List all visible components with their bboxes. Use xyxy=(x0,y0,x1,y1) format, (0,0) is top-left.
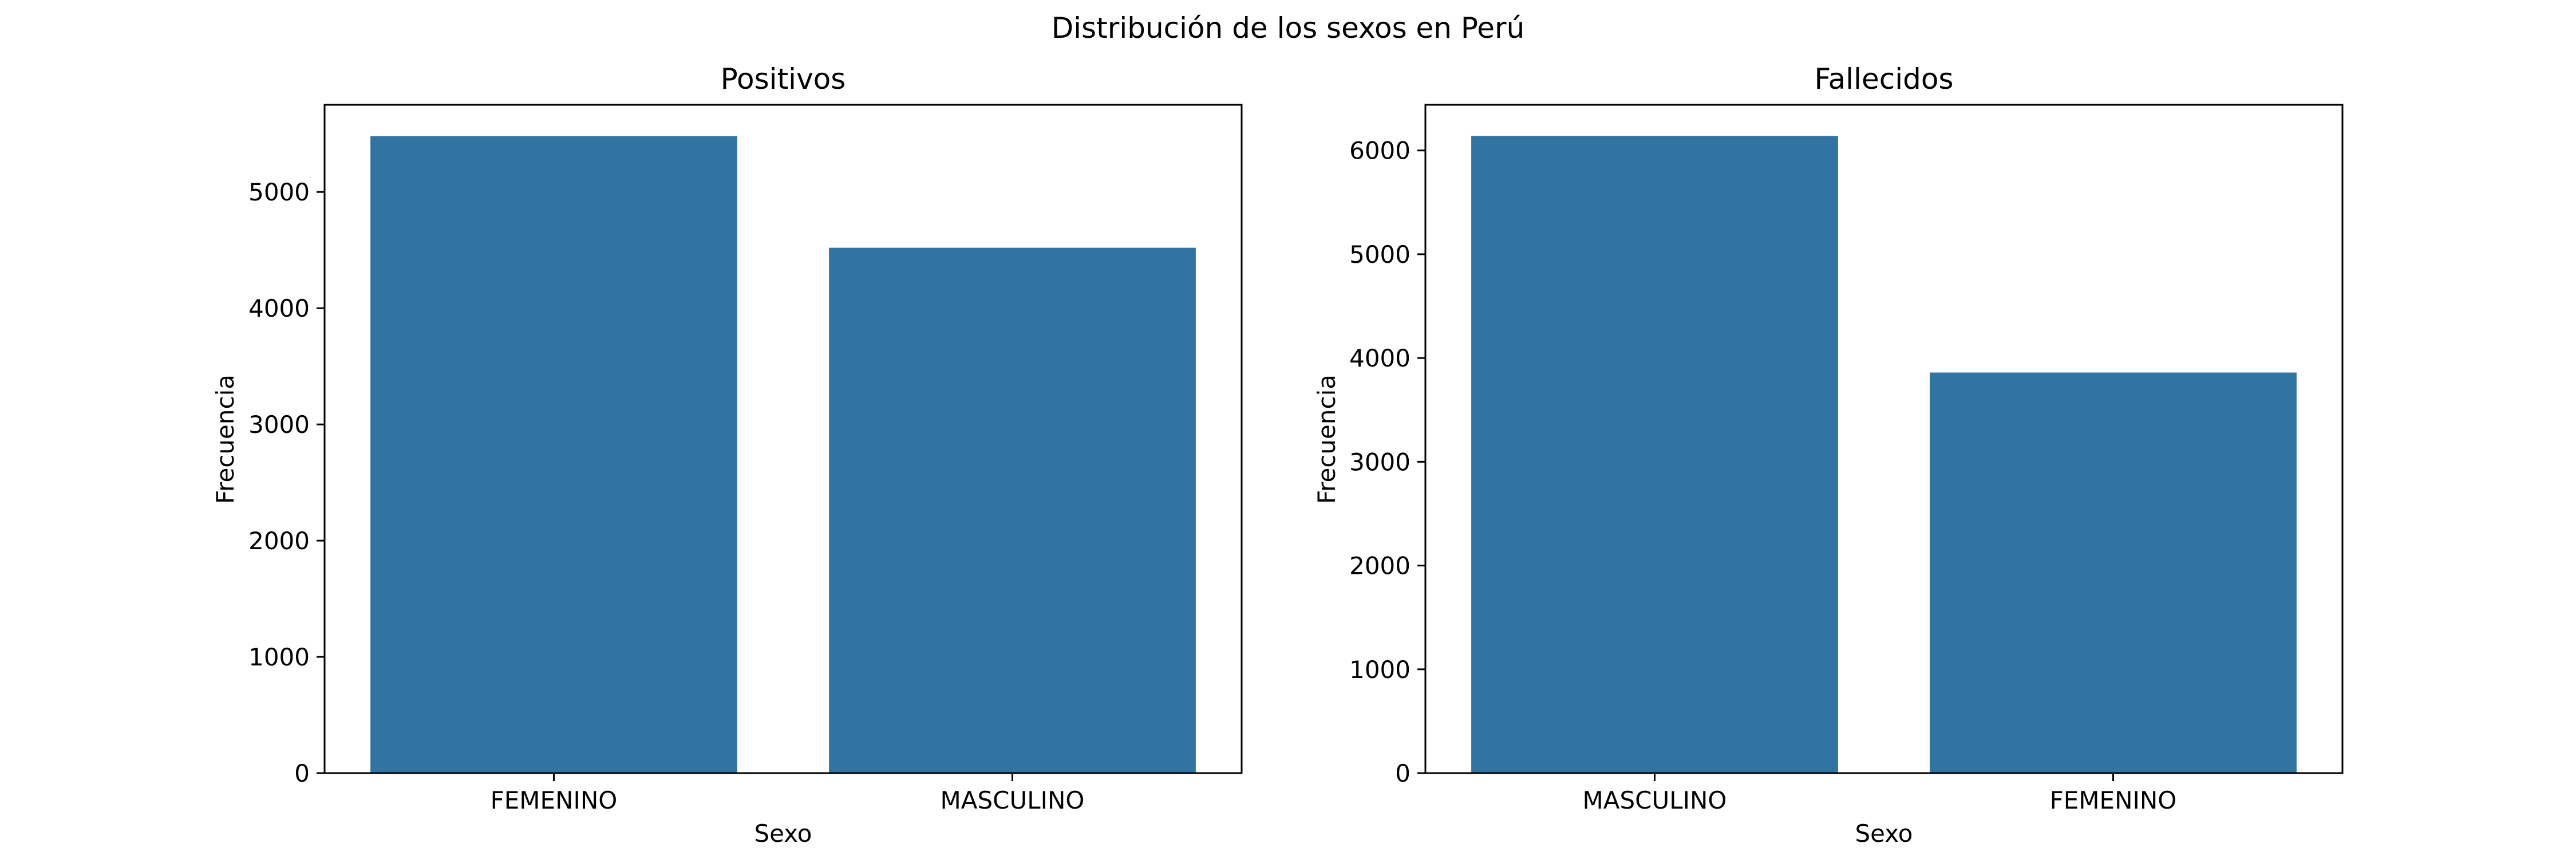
bar-femenino xyxy=(1930,372,2297,773)
chart-title: Fallecidos xyxy=(1814,62,1953,96)
x-axis: FEMENINO MASCULINO xyxy=(491,773,1085,814)
chart-title: Positivos xyxy=(721,62,846,96)
x-axis-label: Sexo xyxy=(754,819,812,848)
x-tick-label: FEMENINO xyxy=(2050,786,2177,814)
y-tick-label: 4000 xyxy=(248,294,310,322)
x-axis-label: Sexo xyxy=(1855,819,1913,848)
y-axis-label: Frecuencia xyxy=(211,375,239,504)
y-tick-label: 0 xyxy=(294,759,310,787)
y-tick-label: 6000 xyxy=(1349,137,1411,165)
y-tick-label: 2000 xyxy=(1349,552,1411,580)
bar-group xyxy=(1471,136,2297,773)
y-tick-label: 5000 xyxy=(248,178,310,206)
y-tick-label: 5000 xyxy=(1349,241,1411,269)
x-tick-label: MASCULINO xyxy=(941,786,1085,814)
figure-suptitle: Distribución de los sexos en Perú xyxy=(1052,11,1525,45)
chart-fallecidos: Fallecidos 0 1000 2000 3000 4000 5000 6000 MAS… xyxy=(1313,62,2344,848)
bar-group xyxy=(370,136,1196,774)
y-tick-label: 0 xyxy=(1395,759,1411,787)
bar-femenino xyxy=(370,136,737,774)
y-tick-label: 3000 xyxy=(1349,448,1411,476)
bar-masculino xyxy=(829,247,1196,773)
y-axis: 0 1000 2000 3000 4000 5000 xyxy=(248,178,325,787)
y-tick-label: 1000 xyxy=(1349,656,1411,684)
axes-frame xyxy=(1424,104,2344,774)
x-tick-label: MASCULINO xyxy=(1583,786,1727,814)
y-tick-label: 3000 xyxy=(248,411,310,439)
y-axis: 0 1000 2000 3000 4000 5000 6000 xyxy=(1349,137,1425,787)
bar-masculino xyxy=(1471,136,1838,773)
y-tick-label: 4000 xyxy=(1349,344,1411,372)
y-tick-label: 1000 xyxy=(248,643,310,671)
x-axis: MASCULINO FEMENINO xyxy=(1583,773,2177,814)
x-tick-label: FEMENINO xyxy=(491,786,618,814)
y-axis-label: Frecuencia xyxy=(1313,375,1341,504)
chart-positivos: Positivos 0 1000 2000 3000 4000 5000 FEMENINO… xyxy=(211,62,1243,848)
axes-frame xyxy=(323,104,1243,774)
y-tick-label: 2000 xyxy=(248,527,310,555)
